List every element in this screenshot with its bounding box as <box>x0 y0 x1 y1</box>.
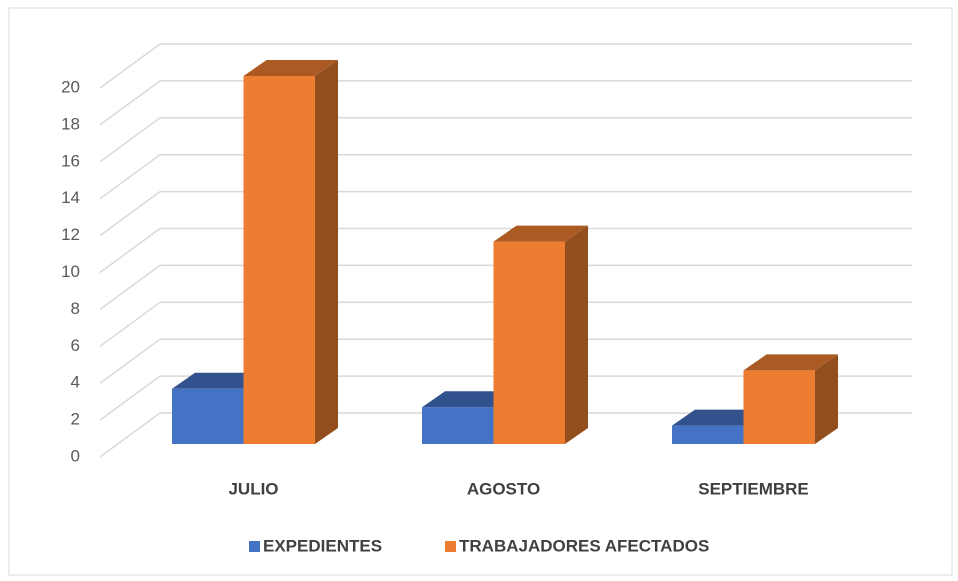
grid-line-side <box>99 338 161 384</box>
grid-line-side <box>99 190 161 237</box>
bar-side <box>315 60 338 444</box>
bar-top <box>743 354 838 371</box>
y-tick-label: 4 <box>71 373 80 392</box>
bar <box>422 407 494 444</box>
legend-label: EXPEDIENTES <box>263 536 382 555</box>
y-tick-label: 16 <box>61 151 80 170</box>
legend-swatch <box>249 541 260 552</box>
grid-line-side <box>99 80 161 126</box>
bar-side <box>815 354 838 444</box>
grid-line-side <box>99 264 161 311</box>
legend-swatch <box>445 541 456 552</box>
bar <box>672 425 744 444</box>
bar <box>243 76 315 444</box>
x-tick-label: JULIO <box>228 479 278 498</box>
y-tick-label: 0 <box>71 446 80 465</box>
bar-top <box>493 225 588 242</box>
bar-side <box>565 225 588 444</box>
bar-top <box>422 391 517 408</box>
bar-top <box>243 60 338 76</box>
grid-line-side <box>99 412 161 458</box>
y-tick-label: 2 <box>71 410 80 429</box>
y-tick-label: 10 <box>61 262 80 281</box>
y-tick-label: 14 <box>61 188 80 207</box>
y-tick-label: 6 <box>71 336 80 355</box>
bar <box>172 388 244 444</box>
legend-label: TRABAJADORES AFECTADOS <box>459 536 709 555</box>
bar <box>493 241 565 444</box>
bar-top <box>172 372 267 389</box>
grid-line-side <box>99 43 161 89</box>
x-tick-label: SEPTIEMBRE <box>698 479 809 498</box>
grid-line-side <box>99 375 161 421</box>
y-tick-label: 8 <box>71 299 80 318</box>
grid-line-side <box>99 117 161 163</box>
x-tick-label: AGOSTO <box>467 479 540 498</box>
grid-line-side <box>99 227 161 274</box>
y-tick-label: 12 <box>61 225 80 244</box>
bar <box>743 370 815 444</box>
grid-line-side <box>99 301 161 347</box>
bar-top <box>672 409 767 426</box>
y-tick-label: 20 <box>61 77 80 96</box>
grid-line-side <box>99 154 161 200</box>
chart-border <box>8 7 953 576</box>
y-tick-label: 18 <box>61 114 80 133</box>
